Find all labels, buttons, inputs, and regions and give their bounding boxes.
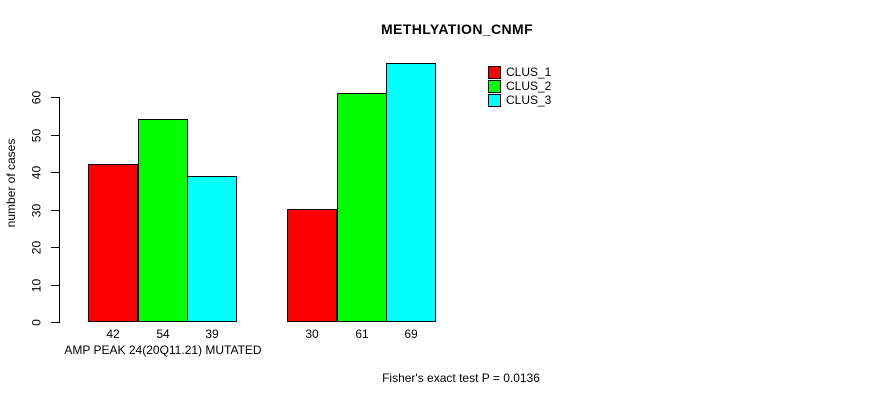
y-axis-tick xyxy=(51,322,59,323)
bar-value-label: 39 xyxy=(205,327,219,341)
y-axis-line xyxy=(59,97,60,323)
y-axis-tick xyxy=(51,285,59,286)
y-axis-tick-label: 60 xyxy=(29,90,44,105)
bar-value-label: 61 xyxy=(355,327,369,341)
y-axis-tick-label: 30 xyxy=(29,203,44,218)
bar-value-label: 69 xyxy=(404,327,418,341)
y-axis-tick-label: 50 xyxy=(29,128,44,143)
bar-clus_3-group2 xyxy=(386,63,436,322)
y-axis-tick-label: 40 xyxy=(29,165,44,180)
bar-value-label: 54 xyxy=(156,327,170,341)
y-axis-title: number of cases xyxy=(4,138,18,228)
y-axis-tick-label: 20 xyxy=(29,240,44,255)
bar-clus_2-group2 xyxy=(337,93,387,322)
bar-value-label: 30 xyxy=(305,327,319,341)
legend-row-clus_1: CLUS_1 xyxy=(488,65,551,79)
y-axis-tick xyxy=(51,172,59,173)
legend-swatch-icon xyxy=(488,65,501,79)
legend-label: CLUS_2 xyxy=(506,78,552,93)
y-axis-tick-label: 0 xyxy=(29,319,44,326)
y-axis-tick xyxy=(51,210,59,211)
legend-row-clus_3: CLUS_3 xyxy=(488,93,551,107)
legend-label: CLUS_3 xyxy=(506,92,552,107)
x-axis-title: AMP PEAK 24(20Q11.21) MUTATED xyxy=(64,343,262,357)
legend-row-clus_2: CLUS_2 xyxy=(488,79,551,93)
y-axis-tick xyxy=(51,135,59,136)
y-axis-tick xyxy=(51,97,59,98)
chart-title: METHLYATION_CNMF xyxy=(380,21,534,37)
y-axis-tick-label: 10 xyxy=(29,278,44,293)
bar-clus_1-group1 xyxy=(88,164,138,322)
bar-clus_3-group1 xyxy=(187,176,237,322)
legend-swatch-icon xyxy=(488,79,501,93)
footnote-fisher-test: Fisher's exact test P = 0.0136 xyxy=(382,371,540,385)
legend-swatch-icon xyxy=(488,93,501,107)
legend-label: CLUS_1 xyxy=(506,64,552,79)
bar-value-label: 42 xyxy=(106,327,120,341)
y-axis-tick xyxy=(51,247,59,248)
bar-clus_1-group2 xyxy=(287,209,337,322)
bar-clus_2-group1 xyxy=(138,119,188,322)
legend: CLUS_1 CLUS_2 CLUS_3 xyxy=(488,65,551,107)
